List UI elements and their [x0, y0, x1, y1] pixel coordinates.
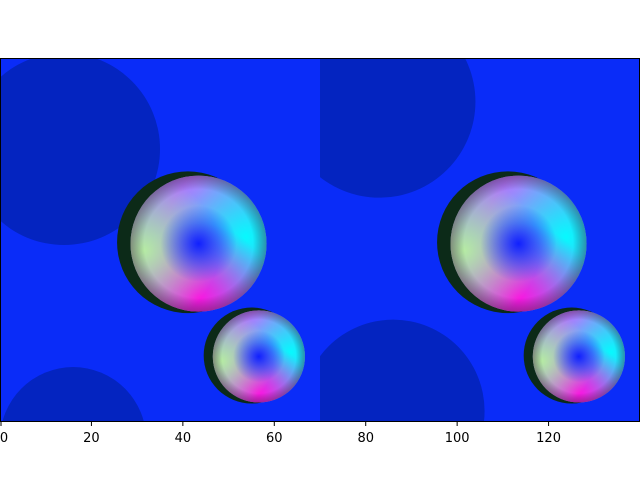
sphere	[130, 175, 267, 312]
x-axis: 0 20 40 60 80 100 120	[0, 422, 561, 446]
sphere	[450, 175, 587, 312]
right-view	[437, 171, 625, 404]
x-tick-label: 100	[445, 431, 470, 446]
x-tick-label: 0	[0, 431, 8, 446]
x-tick-label: 60	[266, 431, 283, 446]
shadow-region	[0, 58, 160, 245]
shadow-region	[320, 58, 476, 198]
shadow-region	[320, 319, 485, 422]
x-tick-label: 80	[357, 431, 374, 446]
left-view	[117, 171, 305, 404]
sphere	[532, 310, 625, 403]
sphere	[212, 310, 305, 403]
x-tick-label: 120	[536, 431, 561, 446]
x-tick-label: 40	[175, 431, 192, 446]
shadow-region	[2, 367, 144, 422]
image-area	[0, 58, 640, 422]
x-tick-label: 20	[83, 431, 100, 446]
